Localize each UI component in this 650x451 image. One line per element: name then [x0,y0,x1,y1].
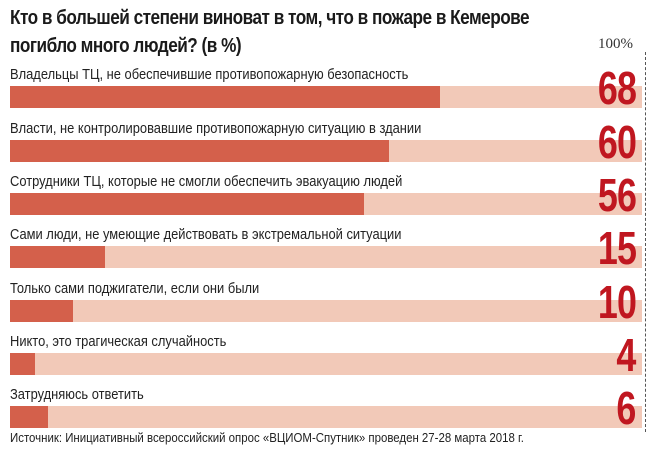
bar-label: Только сами поджигатели, если они были [10,280,260,297]
bar-track [10,406,642,428]
bar-fill [10,353,36,375]
scale-100-dashed-line [645,52,646,432]
bar-value: 60 [597,116,637,168]
bar-track [10,353,642,375]
bar-track [10,193,642,215]
bar-track [10,246,642,268]
chart-title-line-1: Кто в большей степени виноват в том, что… [10,7,530,29]
bar-row: Сотрудники ТЦ, которые не смогли обеспеч… [0,169,650,226]
bar-fill [10,86,440,108]
bar-fill [10,140,390,162]
bar-row: Владельцы ТЦ, не обеспечившие противопож… [0,62,650,119]
bar-row: Никто, это трагическая случайность 4 [0,329,650,386]
bar-label: Владельцы ТЦ, не обеспечившие противопож… [10,66,409,83]
bar-track [10,300,642,322]
bar-fill [10,300,74,322]
bar-value: 68 [597,62,637,114]
bar-label: Затрудняюсь ответить [10,386,144,403]
bar-row: Только сами поджигатели, если они были 1… [0,276,650,333]
bar-fill [10,193,364,215]
chart-title: Кто в большей степени виноват в том, что… [10,4,629,60]
bar-row: Сами люди, не умеющие действовать в экст… [0,222,650,279]
bar-row: Власти, не контролировавшие противопожар… [0,116,650,173]
bar-value: 56 [597,169,637,221]
bar-label: Власти, не контролировавшие противопожар… [10,120,422,137]
bar-value: 4 [616,329,637,381]
bar-fill [10,246,105,268]
scale-100-label: 100% [598,36,633,52]
bar-label: Сотрудники ТЦ, которые не смогли обеспеч… [10,173,403,190]
source-note: Источник: Инициативный всероссийский опр… [10,430,524,445]
bar-value: 6 [616,382,637,434]
bar-value: 10 [597,276,637,328]
chart-title-line-2: погибло много людей? (в %) [10,35,242,57]
bar-track [10,86,642,108]
bar-track [10,140,642,162]
bar-label: Никто, это трагическая случайность [10,333,227,350]
bar-row: Затрудняюсь ответить 6 [0,382,650,439]
bar-value: 15 [597,222,637,274]
bar-label: Сами люди, не умеющие действовать в экст… [10,226,402,243]
bar-fill [10,406,48,428]
